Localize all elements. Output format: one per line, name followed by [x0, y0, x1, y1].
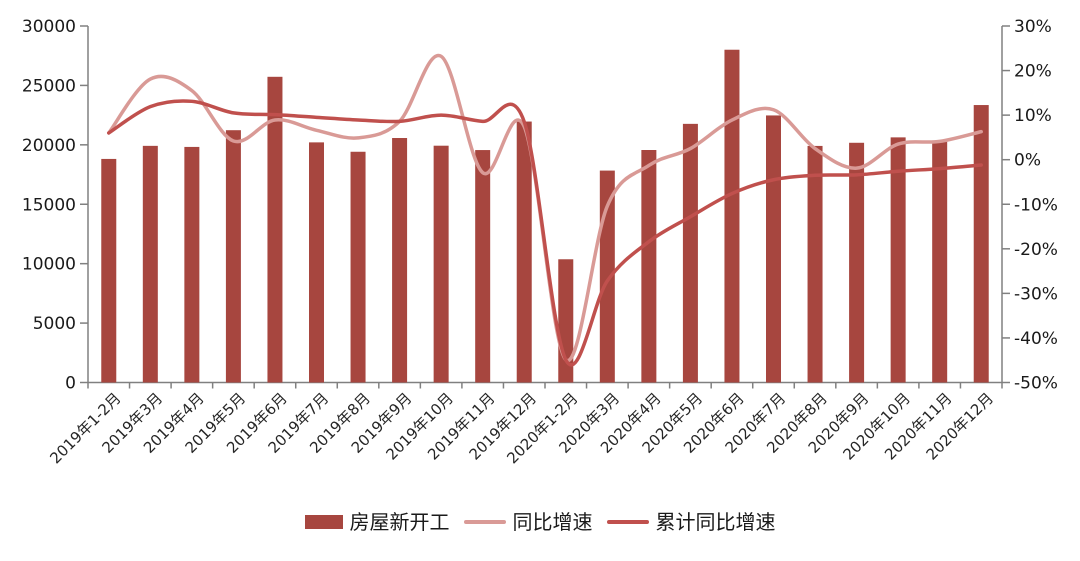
legend-label: 累计同比增速 — [655, 510, 776, 534]
bar — [309, 142, 324, 383]
left-axis-tick-label: 5000 — [33, 314, 76, 334]
bar — [142, 145, 158, 383]
bar — [932, 140, 948, 383]
right-axis-tick-label: -40% — [1014, 329, 1058, 349]
legend-item-0: 房屋新开工 — [304, 510, 450, 534]
bar — [225, 130, 241, 383]
legend-line-swatch — [606, 520, 649, 524]
bar — [682, 123, 698, 383]
bar — [849, 142, 865, 383]
bar — [101, 158, 117, 383]
legend-label: 同比增速 — [512, 510, 593, 534]
legend-bar-swatch — [304, 515, 343, 529]
right-axis-tick-label: -20% — [1014, 240, 1058, 260]
left-axis-tick-label: 10000 — [22, 255, 76, 275]
bar — [267, 76, 283, 383]
left-axis-tick-label: 0 — [65, 374, 76, 394]
x-axis-category-label: 2019年1-2月 — [46, 389, 124, 467]
right-axis-tick-label: 0% — [1014, 151, 1041, 171]
bar — [890, 137, 906, 383]
right-axis-tick-label: 30% — [1014, 17, 1052, 37]
right-axis-tick-label: -50% — [1014, 374, 1058, 394]
line-series-2 — [107, 99, 983, 367]
right-axis-tick-label: -10% — [1014, 195, 1058, 215]
bar — [766, 115, 781, 383]
legend-item-1: 同比增速 — [463, 510, 593, 534]
bar — [475, 150, 491, 383]
bar — [807, 145, 823, 383]
bar — [724, 49, 740, 383]
bar — [184, 146, 200, 383]
bar — [641, 150, 657, 383]
bar — [392, 138, 408, 383]
left-axis-tick-label: 25000 — [22, 76, 76, 96]
legend: 房屋新开工 同比增速 累计同比增速 — [0, 512, 1080, 532]
right-axis-tick-label: 20% — [1014, 62, 1052, 82]
legend-item-2: 累计同比增速 — [606, 510, 776, 534]
right-axis-tick-label: 10% — [1014, 106, 1052, 126]
left-axis-tick-label: 30000 — [22, 17, 76, 37]
bar — [973, 105, 989, 383]
bar — [350, 151, 366, 383]
legend-label: 房屋新开工 — [349, 510, 450, 534]
bar — [516, 121, 532, 383]
left-axis-tick-label: 15000 — [22, 195, 76, 215]
left-axis-tick-label: 20000 — [22, 136, 76, 156]
legend-line-swatch — [463, 520, 506, 524]
right-axis-tick-label: -30% — [1014, 284, 1058, 304]
bar — [433, 145, 449, 383]
